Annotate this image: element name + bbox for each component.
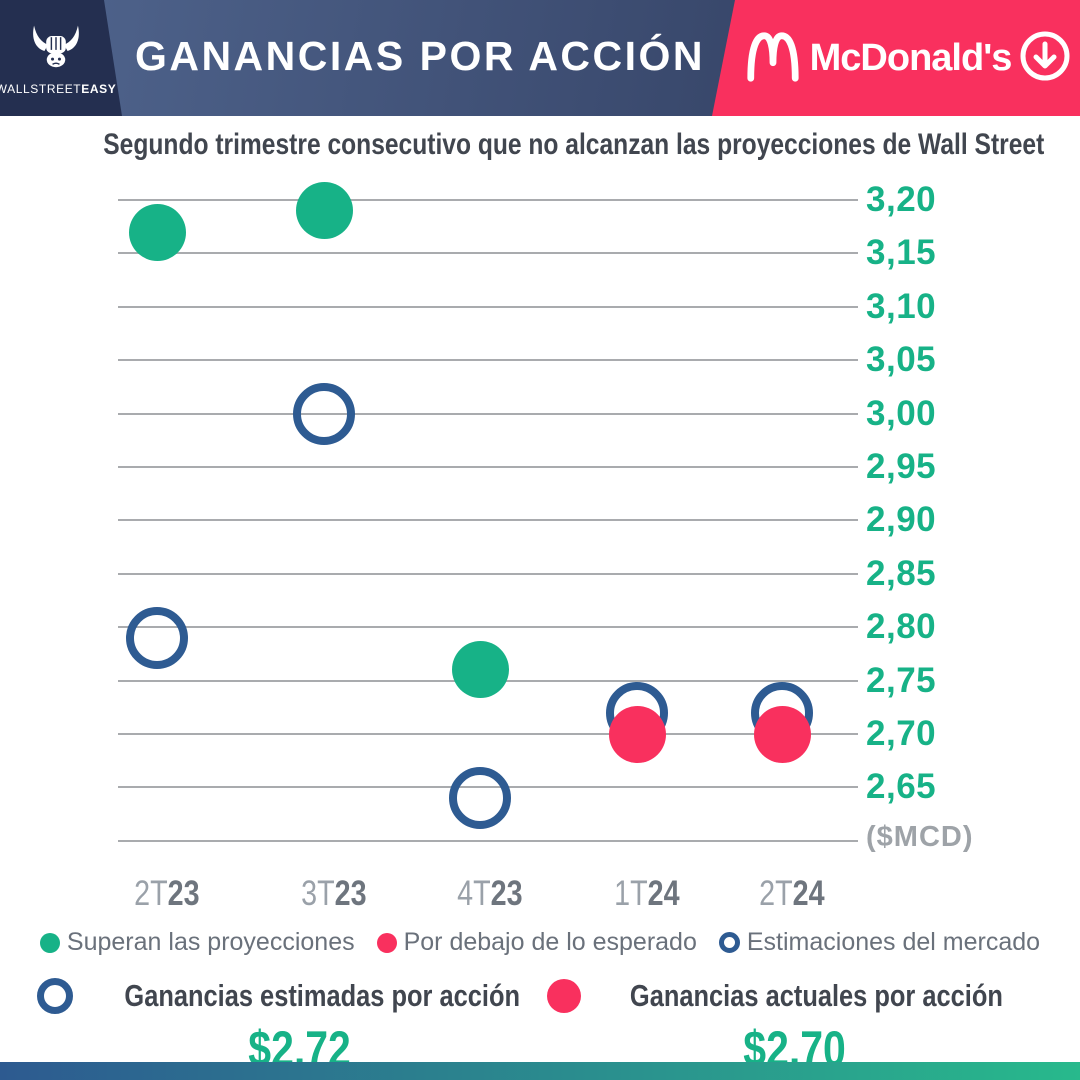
estimated-eps-label: Ganancias estimadas por acción	[124, 978, 520, 1013]
company-name: McDonald's	[809, 36, 1013, 79]
circled-down-arrow-icon	[1019, 30, 1071, 87]
y-axis-tick-label: 2,95	[866, 447, 937, 486]
actual-eps-dot-marker	[451, 641, 509, 699]
y-axis-unit-label: ($MCD)	[866, 820, 974, 853]
legend-dot-icon	[376, 932, 397, 953]
x-axis-quarter-label: 4T23	[457, 874, 523, 913]
x-axis-quarter-label: 1T24	[614, 874, 680, 913]
gridline	[118, 626, 858, 629]
actual-eps-dot-marker	[128, 203, 186, 261]
actual-eps-dot-marker	[753, 705, 811, 763]
chart-subtitle: Segundo trimestre consecutivo que no alc…	[103, 128, 1045, 161]
legend-item: Superan las proyecciones	[39, 928, 355, 957]
x-axis-quarter-label: 3T23	[301, 874, 367, 913]
gridline	[118, 359, 858, 362]
estimate-ring-marker	[449, 767, 511, 830]
gridline	[118, 733, 858, 735]
y-axis-tick-label: 2,80	[866, 607, 937, 647]
actual-eps-dot-marker	[608, 705, 666, 763]
actual-dot-icon	[546, 979, 581, 1013]
page-title: GANANCIAS POR ACCIÓN	[134, 32, 706, 79]
y-axis-tick-label: 3,20	[866, 180, 937, 219]
gridline	[118, 519, 858, 522]
y-axis-tick-label: 3,15	[866, 233, 937, 273]
footer-gradient-bar	[0, 1062, 1080, 1080]
brand-name: WALLSTREETEASY	[0, 81, 117, 96]
estimate-ring-marker	[126, 606, 188, 669]
estimate-ring-icon	[36, 978, 73, 1014]
y-axis-tick-label: 3,00	[866, 393, 937, 433]
y-axis-tick-label: 2,85	[866, 553, 937, 593]
y-axis-tick-label: 2,90	[866, 500, 937, 540]
header-band: GANANCIAS POR ACCIÓN McDonald's	[0, 0, 1080, 116]
legend-dot-icon	[39, 932, 60, 953]
gridline	[118, 572, 858, 575]
gridline	[118, 252, 858, 255]
legend-ring-icon	[718, 932, 740, 953]
mcdonalds-arches-icon	[744, 28, 802, 89]
estimate-ring-marker	[293, 382, 355, 445]
y-axis-tick-label: 2,70	[866, 714, 937, 753]
legend-item: Estimaciones del mercado	[718, 928, 1041, 957]
y-axis-tick-label: 3,05	[866, 340, 937, 380]
gridline	[118, 466, 858, 468]
gridline	[118, 412, 858, 415]
legend-label: Estimaciones del mercado	[746, 928, 1041, 956]
y-axis-tick-label: 3,10	[866, 286, 937, 326]
legend-label: Superan las proyecciones	[66, 928, 355, 956]
chart-legend: Superan las proyecciones Por debajo de lo…	[0, 928, 1080, 957]
legend-label: Por debajo de lo esperado	[403, 928, 697, 956]
gridline	[118, 199, 858, 201]
x-axis-quarter-label: 2T24	[759, 874, 825, 913]
actual-eps-label: Ganancias actuales por acción	[629, 978, 1003, 1013]
actual-eps-dot-marker	[295, 182, 353, 240]
y-axis-tick-label: 2,65	[866, 767, 937, 807]
legend-item: Por debajo de lo esperado	[376, 928, 697, 957]
y-axis-tick-label: 2,75	[866, 660, 937, 700]
bull-fist-icon	[27, 21, 85, 78]
gridline	[118, 839, 858, 842]
gridline	[118, 305, 858, 308]
x-axis-quarter-label: 2T23	[134, 874, 200, 913]
